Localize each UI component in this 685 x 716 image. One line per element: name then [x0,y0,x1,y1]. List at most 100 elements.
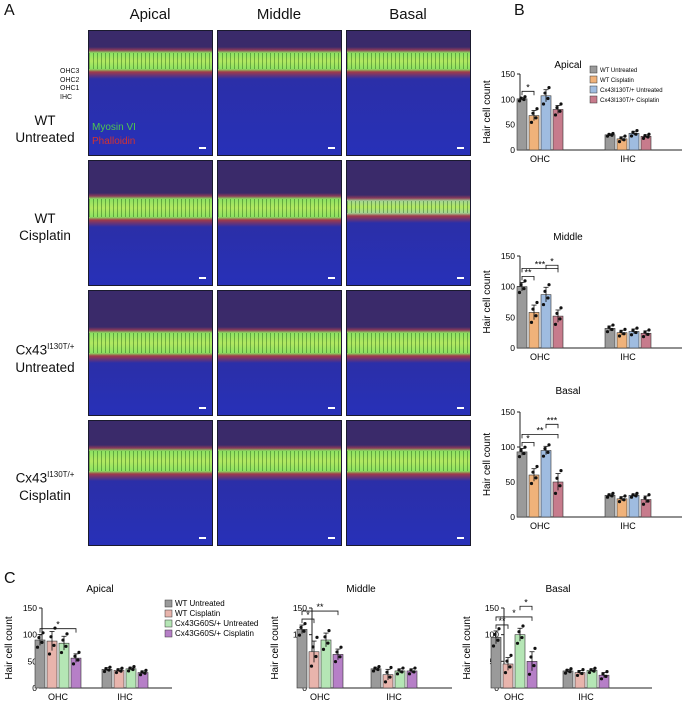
row-label-wt-untreated: WT Untreated [2,112,88,146]
significance-label: ** [316,602,324,612]
data-point [629,495,634,499]
legend-entry: Cx43I130T/+ Cisplatin [600,98,659,104]
bar [516,286,528,349]
data-point [371,669,376,673]
data-point [104,667,108,671]
data-point [553,322,558,326]
legend-entry: WT Untreated [600,68,637,74]
data-point [635,128,639,133]
bar [540,294,552,349]
data-point [563,671,568,675]
hair-cell-rows [218,333,341,353]
data-point [517,99,522,103]
significance-label: ** [536,425,544,435]
data-point [412,670,416,674]
data-point [523,95,527,99]
micrograph-wt-cisplatin-apical [88,160,213,286]
data-point [568,670,572,674]
data-point [140,670,144,674]
data-point [373,666,377,670]
y-tick-label: 150 [501,69,515,79]
significance-bracket [521,442,535,447]
data-point [138,673,143,677]
data-point [531,307,535,311]
data-point [599,677,604,681]
data-point [617,139,622,144]
y-tick-label: 150 [501,251,515,261]
data-point [517,290,522,295]
hair-cell-rows [89,53,212,69]
bar [540,450,552,518]
data-point [37,636,41,640]
hair-cell-rows [218,451,341,471]
y-tick-label: 150 [293,603,307,613]
hair-cell-rows [218,199,341,217]
legend-swatch [164,599,173,608]
data-point [553,113,558,117]
data-point [41,631,45,635]
data-point [309,664,314,668]
chart-b-apical: Apical 0 50 100 150 Hair cell count OHC IHC * WT … [482,60,682,164]
x-category-label: IHC [620,154,636,164]
data-point [531,111,535,115]
y-tick-label: 0 [510,343,515,353]
data-point [493,632,497,637]
significance-label: * [524,597,528,607]
data-point [522,97,526,102]
micrograph-cx43-untreated-apical [88,290,213,416]
data-point [413,666,417,670]
y-tick-label: 50 [506,120,516,130]
y-tick-label: 0 [510,512,515,522]
legend-swatch [589,65,598,74]
data-point [377,665,381,669]
data-point [535,107,539,111]
data-point [401,666,405,670]
data-point [407,672,412,676]
data-point [297,633,302,637]
row-label-line2: Untreated [15,359,75,375]
scale-bar [457,537,464,539]
legend-entry: WT Cisplatin [600,78,634,84]
data-point [575,673,580,678]
y-tick-label: 150 [23,603,37,613]
data-point [116,668,120,672]
data-point [534,116,538,120]
scale-bar [328,537,335,539]
micrograph-cx43-cisplatin-apical [88,420,213,546]
data-point [131,667,135,672]
data-point [541,102,546,106]
data-point [383,680,388,684]
data-point [102,669,107,674]
data-point [523,279,527,283]
data-point [631,130,635,134]
micrograph-wt-cisplatin-middle [217,160,342,286]
data-point [385,670,389,674]
data-point [517,630,521,634]
data-point [589,668,593,672]
data-point [52,643,56,647]
y-tick-label: 100 [501,282,515,292]
x-category-label: OHC [530,352,551,362]
layer-label-ohc2: OHC2 [60,76,80,84]
stain-label-phalloidin: Phalloidin [92,136,136,147]
row-label-line1: WT [34,211,56,226]
data-point [587,670,592,675]
data-point [629,333,634,337]
data-point [126,669,131,673]
hair-cell-rows [347,451,470,471]
data-point [529,320,534,324]
bar [70,657,82,689]
data-point [388,675,392,679]
data-point [61,638,65,642]
x-category-label: OHC [530,521,551,531]
data-point [634,330,638,335]
y-tick-label: 50 [506,312,516,322]
significance-label: ** [498,616,506,626]
data-point [389,665,393,670]
data-point [634,494,638,498]
data-point [76,658,80,662]
data-point [610,327,614,332]
